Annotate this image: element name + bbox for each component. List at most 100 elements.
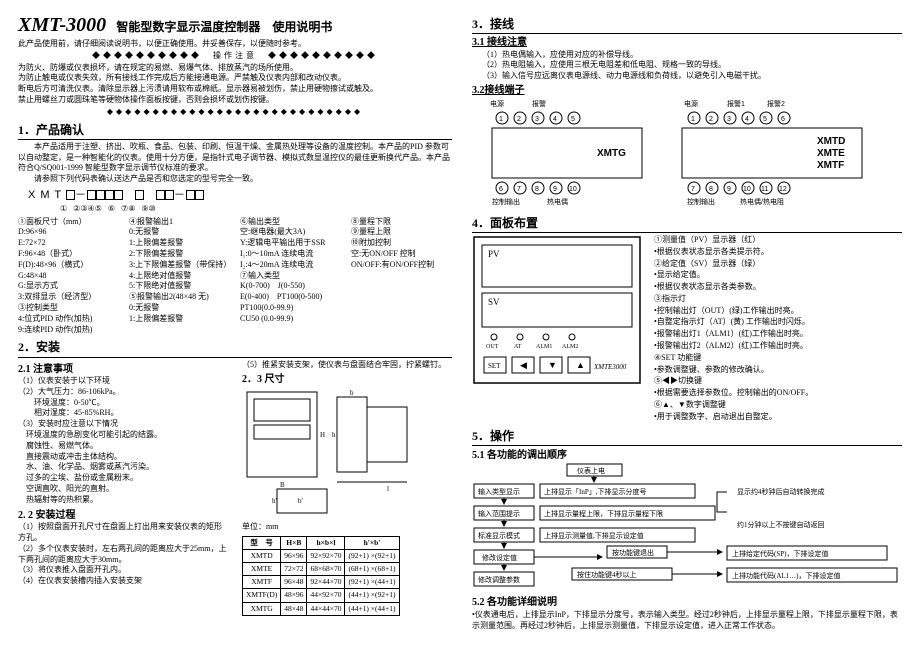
- svg-text:2: 2: [517, 116, 521, 123]
- s21-hdr: 2.1 注意事项: [18, 363, 228, 377]
- svg-text:10: 10: [743, 186, 751, 193]
- svg-text:B: B: [280, 481, 285, 489]
- svg-text:2: 2: [709, 116, 713, 123]
- dimension-table: 型 号H×Bh×b×lh'×b' XMTD96×9692×92×70(92+1)…: [242, 536, 400, 616]
- svg-text:h': h': [272, 497, 277, 505]
- svg-text:7: 7: [691, 186, 695, 193]
- caution-2: 为防止触电或仪表失效，所有接线工作完成后方能接通电源。严禁触及仪表内部和改动仪表…: [18, 73, 452, 84]
- s1-p2: 请参照下列代码表确认送达产品是否和您选定的型号完全一致。: [18, 174, 452, 185]
- svg-text:12: 12: [779, 186, 787, 193]
- sec1-hdr: 1．产品确认: [18, 122, 452, 140]
- svg-text:◀: ◀: [520, 360, 527, 370]
- dots-top: ◆◆◆◆◆◆◆◆◆◆ 操作注意 ◆◆◆◆◆◆◆◆◆◆: [18, 51, 452, 62]
- svg-text:1: 1: [691, 116, 695, 123]
- s52-p: •仪表通电后，上排显示InP，下排显示分度号，表示输入类型。经过2秒钟后，上排显…: [472, 610, 902, 632]
- svg-text:OUT: OUT: [486, 344, 499, 350]
- svg-text:h: h: [332, 431, 336, 439]
- dots-bottom: ◆◆◆◆◆◆◆◆◆◆◆◆◆◆◆◆◆◆◆◆◆◆◆◆◆◆◆◆: [18, 107, 452, 118]
- svg-text:1: 1: [499, 116, 503, 123]
- svg-text:上排功能代码(AL1…)，下排设定值: 上排功能代码(AL1…)，下排设定值: [732, 571, 841, 580]
- svg-text:报警1: 报警1: [727, 99, 745, 108]
- sec4-hdr: 4．面板布置: [472, 215, 902, 233]
- s1-p1: 本产品适用于注塑、挤出、吹瓶、食品、包装、印刷、恒温干燥、金属热处理等设备的温度…: [18, 142, 452, 174]
- flowchart: 仪表上电 输入类型显示 上排显示「InP」,下排显示分度号 输入范围提示 上排显…: [472, 462, 902, 590]
- svg-text:报警: 报警: [532, 99, 546, 108]
- svg-text:XMTG: XMTG: [597, 148, 626, 159]
- s21-i2: 相对湿度：45-85%RH。: [18, 408, 228, 419]
- svg-text:9: 9: [553, 186, 557, 193]
- svg-text:▼: ▼: [548, 360, 557, 370]
- svg-text:标准显示模式: 标准显示模式: [478, 531, 520, 540]
- svg-text:上排给定代码(SP)，下排设定值: 上排给定代码(SP)，下排设定值: [732, 549, 828, 558]
- model-title: XMT-3000: [18, 14, 106, 36]
- s22-p2: （3）将仪表推入盘面开孔内。: [18, 565, 228, 576]
- svg-text:4: 4: [745, 116, 749, 123]
- svg-text:热电偶/热电阻: 热电偶/热电阻: [740, 197, 784, 206]
- param-grid: ①面板尺寸（mm） D:96×96E:72×72 F:96×48（卧式）F(D)…: [18, 217, 452, 336]
- s31-hdr: 3.1 接线注意: [472, 36, 902, 50]
- s21-n5: （5）推紧安装支架，使仪表与盘面结合牢固，拧紧螺钉。: [242, 360, 452, 371]
- s21-i3: （3）安装时应注意以下情况: [18, 419, 228, 430]
- sec2-hdr: 2．安装: [18, 339, 452, 357]
- svg-text:6: 6: [499, 186, 503, 193]
- dim-unit: 单位：mm: [242, 522, 452, 533]
- panel-drawing: PV SV OUT AT ALM1 ALM2 SET ◀ ▼ ▲ XMTE300…: [472, 235, 642, 385]
- svg-text:显示约4秒钟后自动转换完成: 显示约4秒钟后自动转换完成: [737, 487, 825, 496]
- svg-text:输入范围提示: 输入范围提示: [478, 509, 520, 518]
- s31-3: （3）输入信号应远离仪表电源线、动力电源线和负荷线，以避免引入电磁干扰。: [472, 71, 902, 82]
- svg-text:修改设定值: 修改设定值: [482, 553, 517, 562]
- s22-hdr: 2. 2 安装过程: [18, 509, 228, 523]
- svg-text:电源: 电源: [684, 99, 698, 108]
- svg-text:控制输出: 控制输出: [687, 197, 715, 206]
- svg-text:7: 7: [517, 186, 521, 193]
- s21-i1: 环境温度：0-50℃。: [18, 398, 228, 409]
- s51-hdr: 5.1 各功能的调出顺序: [472, 449, 902, 463]
- svg-text:5: 5: [763, 116, 767, 123]
- svg-text:ALM2: ALM2: [562, 344, 578, 350]
- s21-i6: 直接震动或冲击主体结构。: [18, 452, 228, 463]
- s23-hdr: 2．3 尺寸: [242, 373, 452, 387]
- s52-hdr: 5.2 各功能详细说明: [472, 596, 902, 610]
- s32-hdr: 3.2接线端子: [472, 84, 902, 98]
- svg-text:控制输出: 控制输出: [492, 197, 520, 206]
- svg-text:8: 8: [709, 186, 713, 193]
- svg-text:ALM1: ALM1: [536, 344, 552, 350]
- caution-3: 断电后方可清洗仪表。清除显示器上污渍请用软布或棉纸。显示器易被划伤，禁止用硬物擦…: [18, 84, 452, 95]
- caution-4: 禁止用螺丝刀或圆珠笔等硬物体操作面板按键，否则会损坏或划伤按键。: [18, 95, 452, 106]
- svg-text:上排显示「InP」,下排显示分度号: 上排显示「InP」,下排显示分度号: [544, 487, 646, 496]
- svg-text:SET: SET: [488, 362, 501, 370]
- svg-text:▲: ▲: [576, 360, 585, 370]
- svg-text:上排显示测量值,下排显示设定值: 上排显示测量值,下排显示设定值: [544, 531, 644, 540]
- s21-n1: （1）仪表安装于以下环境: [18, 376, 228, 387]
- svg-text:SV: SV: [488, 297, 500, 307]
- wiring-diagram: 1 2 3 4 5 6 7 8 9 10 XMTG 1 2 3 4 5 6 7 …: [472, 98, 892, 208]
- svg-text:6: 6: [781, 116, 785, 123]
- svg-text:PV: PV: [488, 249, 500, 259]
- svg-text:b: b: [350, 389, 354, 397]
- svg-text:XMTE: XMTE: [817, 148, 845, 159]
- header-note: 此产品使用前，请仔细阅读说明书，以便正确使用。并妥善保存，以便随时参考。: [18, 39, 452, 50]
- svg-text:b': b': [298, 497, 303, 505]
- svg-text:H: H: [320, 431, 325, 439]
- svg-text:l: l: [387, 485, 389, 493]
- s21-i8: 过多的尘埃、盐份或金属粉末。: [18, 473, 228, 484]
- svg-text:按功能键退出: 按功能键退出: [612, 548, 654, 557]
- s22-p1: （2）多个仪表安装时，左右两孔间的距离应大于25mm，上下两孔间的距离应大于30…: [18, 544, 228, 566]
- sec5-hdr: 5．操作: [472, 428, 902, 446]
- model-code: X M T － －: [28, 188, 452, 203]
- s31-2: （2）热电阻输入，应使用三根无电阻差和低电阻、规格一致的导线。: [472, 60, 902, 71]
- svg-text:XMTD: XMTD: [817, 136, 845, 147]
- s21-i4: 环境温度的急剧变化可能引起的结露。: [18, 430, 228, 441]
- svg-text:8: 8: [535, 186, 539, 193]
- svg-text:9: 9: [727, 186, 731, 193]
- s21-i10: 热辐射等的热积累。: [18, 495, 228, 506]
- s22-p0: （1）按照盘面开孔尺寸在盘面上打出用来安装仪表的矩形方孔。: [18, 522, 228, 544]
- doc-title: 智能型数字显示温度控制器 使用说明书: [116, 20, 332, 34]
- svg-text:输入类型显示: 输入类型显示: [478, 487, 520, 496]
- s22-p3: （4）在仪表安装槽内插入安装支架: [18, 576, 228, 587]
- svg-text:5: 5: [571, 116, 575, 123]
- svg-text:3: 3: [727, 116, 731, 123]
- svg-text:10: 10: [569, 186, 577, 193]
- svg-text:上排显示量程上限，下排显示量程下限: 上排显示量程上限，下排显示量程下限: [544, 509, 663, 518]
- svg-text:AT: AT: [514, 344, 522, 350]
